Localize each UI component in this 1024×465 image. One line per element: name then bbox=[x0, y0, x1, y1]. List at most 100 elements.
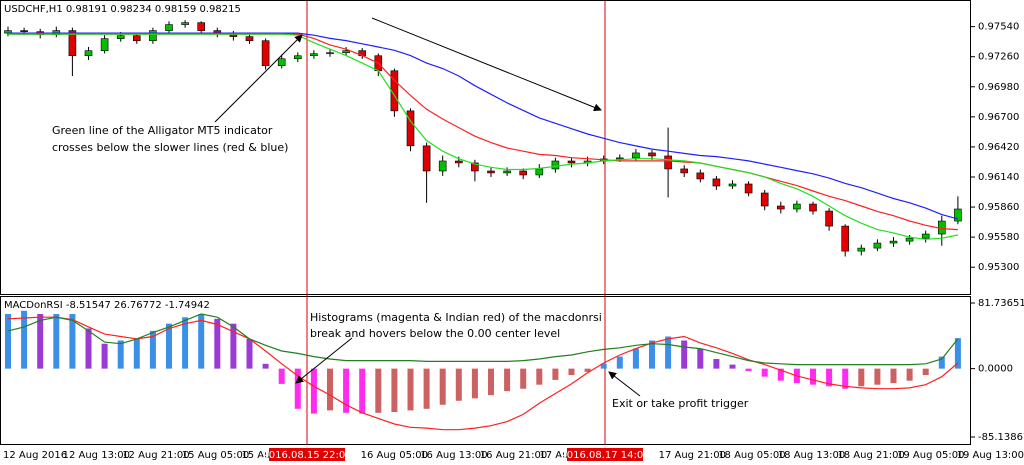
y-tick-label: 0.95300 bbox=[978, 262, 1019, 273]
histogram-bar bbox=[294, 368, 301, 409]
candle-body bbox=[905, 237, 914, 242]
candle-body bbox=[326, 52, 334, 55]
histogram-bar bbox=[504, 368, 511, 392]
histogram-bar bbox=[616, 356, 623, 369]
candle-body bbox=[197, 22, 205, 31]
histogram-bar bbox=[600, 363, 607, 369]
histogram-bar bbox=[858, 368, 865, 387]
candle-body bbox=[664, 155, 672, 170]
y-tick-label: 0.96980 bbox=[978, 82, 1019, 93]
candle-body bbox=[165, 24, 173, 31]
histogram-bar bbox=[777, 368, 784, 381]
histogram-bar bbox=[455, 368, 462, 401]
histogram-bar bbox=[697, 348, 704, 369]
histogram-bar bbox=[5, 314, 11, 369]
candle-body bbox=[712, 178, 721, 187]
histogram-bar bbox=[874, 368, 881, 385]
crosshair-label-bg bbox=[567, 448, 643, 461]
arrow bbox=[371, 17, 602, 112]
candle-body bbox=[471, 162, 479, 172]
y-tick-label: 0.97540 bbox=[978, 22, 1019, 33]
candle-body bbox=[68, 30, 77, 57]
histogram-bar bbox=[906, 368, 913, 381]
histogram-bar bbox=[327, 368, 333, 411]
x-tick-label: 17 Aug 21:00 bbox=[659, 450, 726, 461]
x-tick-label: 17 Aug bbox=[539, 450, 574, 461]
x-tick-label: 15 Aug 05:00 bbox=[182, 450, 249, 461]
candle-body bbox=[793, 203, 801, 210]
candle-body bbox=[519, 170, 528, 176]
candle-body bbox=[487, 170, 495, 174]
histogram-bar bbox=[375, 368, 382, 413]
annotation: Exit or take profit trigger bbox=[612, 397, 749, 410]
arrow bbox=[608, 371, 641, 397]
histogram-bar bbox=[149, 330, 156, 369]
histogram-bar bbox=[681, 340, 688, 369]
histogram-bar bbox=[954, 338, 961, 369]
histogram-bar bbox=[890, 368, 897, 384]
histogram-bar bbox=[938, 356, 945, 369]
histogram-bar bbox=[101, 343, 108, 369]
histogram-bar bbox=[729, 364, 736, 369]
candle-body bbox=[567, 160, 576, 164]
y-tick-label: 0.97260 bbox=[978, 52, 1019, 63]
y-tick-label: 0.95860 bbox=[978, 202, 1019, 213]
indicator-line bbox=[7, 313, 959, 366]
candle-body bbox=[84, 50, 93, 57]
annotation: Histograms (magenta & Indian red) of the… bbox=[310, 311, 602, 324]
histogram-bar bbox=[826, 368, 833, 387]
histogram-bar bbox=[488, 368, 494, 396]
annotation: break and hovers below the 0.00 center l… bbox=[310, 327, 560, 340]
candle-body bbox=[680, 168, 689, 174]
candle-body bbox=[954, 208, 962, 222]
histogram-bar bbox=[423, 368, 430, 409]
histogram-bar bbox=[21, 310, 28, 369]
histogram-bar bbox=[117, 340, 124, 369]
histogram-bar bbox=[214, 318, 221, 369]
x-tick-label: 18 Aug 05:00 bbox=[718, 450, 785, 461]
histogram-bar bbox=[632, 348, 639, 369]
candle-body bbox=[921, 233, 930, 239]
candle-body bbox=[503, 170, 511, 174]
candle-body bbox=[454, 160, 463, 164]
histogram-bar bbox=[37, 314, 44, 369]
candle-body bbox=[841, 225, 850, 252]
crosshair-label: 2016.08.17 14:00 bbox=[560, 450, 649, 461]
histogram-bar bbox=[262, 363, 269, 369]
plot: 0.97540 0.97260 0.96980 0.96700 0.96420 0.961… bbox=[3, 20, 1024, 461]
histogram-bar bbox=[922, 368, 929, 376]
histogram-bar bbox=[713, 358, 720, 369]
histogram-bar bbox=[536, 368, 543, 385]
x-tick-label: 18 Aug 13:00 bbox=[778, 450, 845, 461]
histogram-bar bbox=[182, 317, 189, 369]
x-tick-label: 16 Aug 21:00 bbox=[480, 450, 547, 461]
candle-body bbox=[438, 160, 447, 172]
candle-body bbox=[422, 145, 431, 172]
candle-body bbox=[100, 38, 109, 51]
crosshair-label-bg bbox=[269, 448, 345, 461]
candle-body bbox=[825, 210, 833, 227]
histogram-bar bbox=[761, 368, 768, 377]
indicator-line bbox=[7, 316, 959, 431]
chart-title: USDCHF,H1 0.98191 0.98234 0.98159 0.9821… bbox=[4, 4, 241, 15]
candle-body bbox=[551, 160, 560, 170]
candle-body bbox=[277, 58, 286, 67]
candle-body bbox=[149, 30, 157, 42]
candle-body bbox=[632, 152, 640, 159]
x-tick-label: 16 Aug 13:00 bbox=[420, 450, 487, 461]
histogram-bar bbox=[69, 314, 76, 369]
candle-body bbox=[245, 36, 254, 42]
histogram-bar bbox=[230, 323, 237, 369]
candle-body bbox=[310, 53, 318, 57]
candle-body bbox=[873, 242, 882, 249]
histogram-bar bbox=[133, 338, 140, 369]
candle-body bbox=[728, 183, 737, 187]
y-tick-label: 0.96420 bbox=[978, 142, 1019, 153]
candle-body bbox=[744, 183, 753, 194]
crosshair-label: 2016.08.15 22:00 bbox=[262, 450, 351, 461]
histogram-bar bbox=[85, 328, 92, 369]
candle-body bbox=[889, 240, 898, 244]
indicator-line bbox=[8, 33, 959, 240]
